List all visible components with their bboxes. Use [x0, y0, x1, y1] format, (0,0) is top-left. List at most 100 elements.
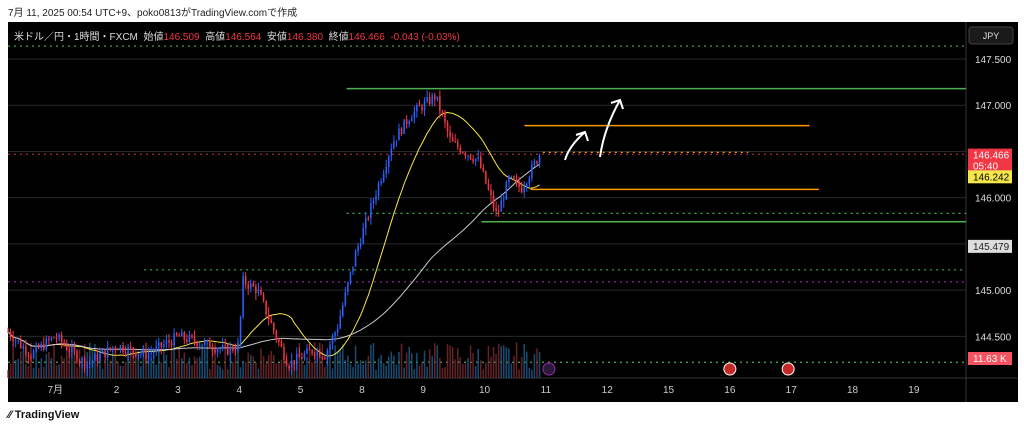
candle [403, 119, 405, 134]
volume-bar [260, 348, 262, 378]
candle [288, 365, 290, 369]
volume-bar [533, 353, 536, 378]
candle [127, 346, 129, 354]
candle [324, 357, 326, 360]
candle [502, 199, 505, 201]
candle [331, 336, 334, 345]
volume-bar [232, 361, 234, 378]
volume-bar [395, 364, 398, 378]
candle [247, 284, 249, 289]
candle [76, 351, 78, 362]
time-tick-label: 11 [541, 385, 552, 396]
volume-bar [27, 365, 30, 378]
candle [538, 155, 541, 164]
volume-bar [191, 365, 193, 378]
time-tick-label: 5 [298, 385, 304, 396]
candle [170, 342, 173, 346]
candle [531, 164, 533, 178]
volume-bar [505, 347, 508, 378]
candle [22, 346, 25, 348]
candle [290, 360, 293, 369]
volume-bar [490, 356, 492, 378]
candle [204, 341, 206, 346]
volume-bar [9, 363, 12, 378]
price-tick-label: 145.000 [975, 286, 1012, 297]
candle [326, 350, 329, 360]
candle [510, 176, 513, 178]
volume-bar [469, 345, 472, 378]
candle [106, 347, 109, 358]
volume-bar [474, 366, 477, 378]
candle [334, 332, 336, 337]
open-label: 始値 [143, 32, 164, 43]
time-tick-label: 4 [236, 385, 242, 396]
candle [467, 155, 469, 157]
candle [173, 333, 175, 346]
candle [388, 156, 390, 167]
volume-bar [423, 350, 426, 378]
volume-bar [45, 353, 48, 378]
candle [525, 183, 528, 188]
volume-bar [50, 357, 53, 378]
candle [449, 131, 451, 138]
volume-bar [206, 343, 209, 378]
candle [410, 118, 413, 122]
volume-bar [523, 344, 525, 378]
volume-bar [321, 344, 324, 378]
volume-bar [324, 366, 326, 378]
volume-bar [357, 363, 359, 378]
candle [370, 203, 372, 219]
candle [518, 180, 520, 188]
candle [354, 251, 357, 267]
high-label: 高値 [205, 32, 226, 43]
candle [117, 349, 119, 351]
time-tick-label: 7月 [47, 384, 63, 396]
volume-bar [124, 361, 127, 378]
candle [285, 359, 288, 366]
brand-text: TradingView [14, 409, 80, 421]
candle [413, 111, 416, 119]
price-tick-label: 147.000 [975, 101, 1012, 112]
currency-button-label[interactable]: JPY [983, 31, 1000, 41]
volume-bar [464, 363, 467, 378]
volume-bar [421, 362, 423, 378]
ma-slow-line [7, 163, 540, 351]
volume-bar [502, 345, 505, 378]
volume-bar [7, 369, 9, 378]
candle [520, 187, 523, 193]
candle [101, 350, 104, 354]
candle [73, 346, 76, 352]
candle [446, 122, 449, 132]
volume-bar [267, 354, 270, 378]
arrow-drawing [599, 98, 624, 158]
volume-bar [441, 368, 444, 378]
candle [109, 347, 111, 350]
volume-bar [393, 355, 395, 378]
candle [423, 101, 426, 111]
volume-bar [288, 366, 290, 378]
candle [132, 347, 134, 353]
countdown-label: 05:40 [973, 162, 998, 173]
candle [262, 294, 265, 301]
last-price-tag: 146.466 [973, 151, 1010, 162]
volume-bar [158, 346, 160, 378]
volume-bar [331, 368, 334, 378]
volume-bar [436, 345, 439, 378]
candle [188, 335, 191, 342]
candle [267, 314, 270, 320]
volume-tag: 11.63 K [973, 354, 1007, 365]
volume-bar [68, 348, 71, 378]
price-tick-label: 144.500 [975, 332, 1012, 343]
candle [242, 276, 244, 317]
volume-bar [234, 343, 237, 378]
volume-bar [278, 363, 280, 378]
candle [265, 300, 267, 315]
candle [193, 336, 196, 343]
volume-bar [48, 352, 50, 378]
volume-bar [173, 344, 175, 378]
symbol: 米ドル／円・1時間・FXCM [14, 32, 138, 43]
candle [78, 361, 81, 363]
volume-bar [316, 356, 318, 378]
chart-panel[interactable] [8, 22, 1018, 402]
